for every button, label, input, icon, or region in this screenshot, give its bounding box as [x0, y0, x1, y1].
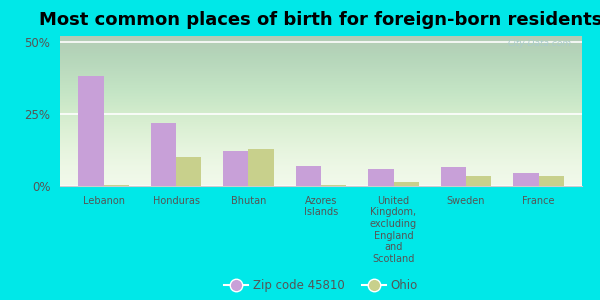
Bar: [539, 176, 564, 186]
Bar: [513, 173, 539, 186]
Bar: [223, 152, 248, 186]
Bar: [248, 148, 274, 186]
Bar: [440, 167, 466, 186]
Bar: [176, 157, 202, 186]
Bar: [104, 184, 129, 186]
Bar: [296, 166, 321, 186]
Bar: [151, 122, 176, 186]
Bar: [321, 184, 346, 186]
Title: Most common places of birth for foreign-born residents: Most common places of birth for foreign-…: [40, 11, 600, 29]
Text: City-Data.com: City-Data.com: [508, 39, 572, 48]
Bar: [394, 182, 419, 186]
Bar: [368, 169, 394, 186]
Bar: [466, 176, 491, 186]
Legend: Zip code 45810, Ohio: Zip code 45810, Ohio: [220, 275, 422, 297]
Bar: [78, 76, 104, 186]
